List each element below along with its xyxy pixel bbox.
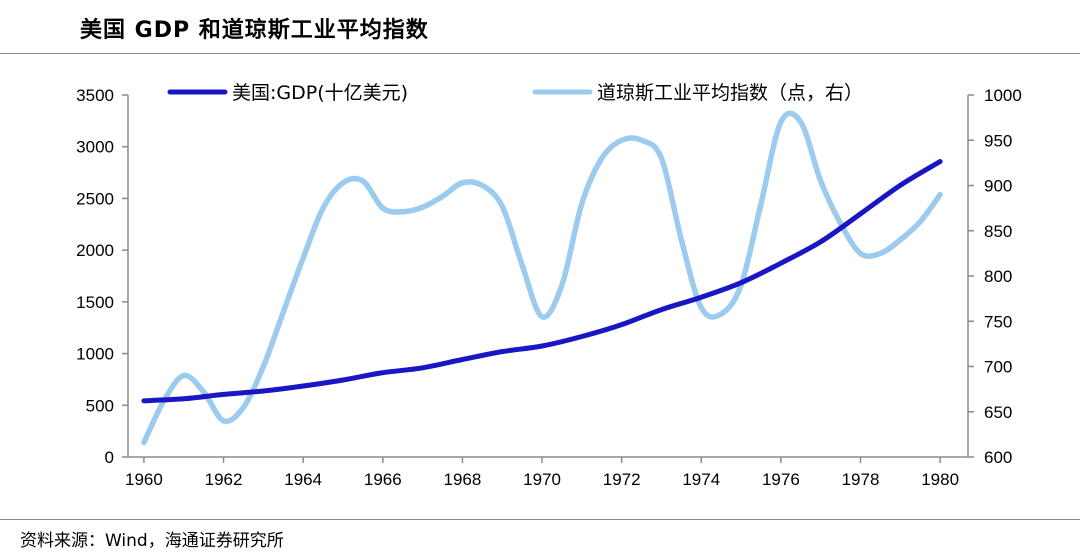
right-y-tick-label: 900: [984, 177, 1012, 196]
left-y-tick-label: 1500: [76, 293, 114, 312]
source-note: 资料来源：Wind，海通证券研究所: [20, 531, 284, 551]
x-tick-label: 1972: [603, 470, 641, 489]
x-tick-label: 1960: [125, 470, 163, 489]
right-y-tick-label: 750: [984, 312, 1012, 331]
left-y-tick-label: 2000: [76, 241, 114, 260]
x-tick-label: 1978: [842, 470, 880, 489]
dow-line: [141, 110, 943, 446]
right-y-tick-label: 850: [984, 222, 1012, 241]
left-y-tick-label: 3000: [76, 138, 114, 157]
gdp-line: [141, 159, 943, 404]
left-y-tick-label: 1000: [76, 345, 114, 364]
x-tick-label: 1968: [443, 470, 481, 489]
right-y-tick-label: 700: [984, 358, 1012, 377]
x-tick-label: 1974: [682, 470, 720, 489]
right-y-tick-label: 950: [984, 131, 1012, 150]
left-y-tick-label: 500: [86, 396, 114, 415]
left-y-tick-label: 3500: [76, 86, 114, 105]
left-y-tick-label: 2500: [76, 189, 114, 208]
x-tick-label: 1976: [762, 470, 800, 489]
right-y-tick-label: 650: [984, 403, 1012, 422]
right-y-tick-label: 1000: [984, 86, 1022, 105]
x-tick-label: 1980: [921, 470, 959, 489]
left-y-tick-label: 0: [105, 448, 114, 467]
legend-label-gdp: 美国:GDP(十亿美元): [232, 82, 408, 104]
title-divider: [0, 53, 1080, 54]
x-tick-label: 1962: [205, 470, 243, 489]
x-tick-label: 1970: [523, 470, 561, 489]
x-tick-label: 1966: [364, 470, 402, 489]
chart-title: 美国 GDP 和道琼斯工业平均指数: [80, 18, 429, 43]
source-divider: [0, 519, 1080, 520]
legend-label-dow: 道琼斯工业平均指数（点，右）: [597, 82, 863, 104]
right-y-tick-label: 600: [984, 448, 1012, 467]
right-y-tick-label: 800: [984, 267, 1012, 286]
x-tick-label: 1964: [284, 470, 322, 489]
